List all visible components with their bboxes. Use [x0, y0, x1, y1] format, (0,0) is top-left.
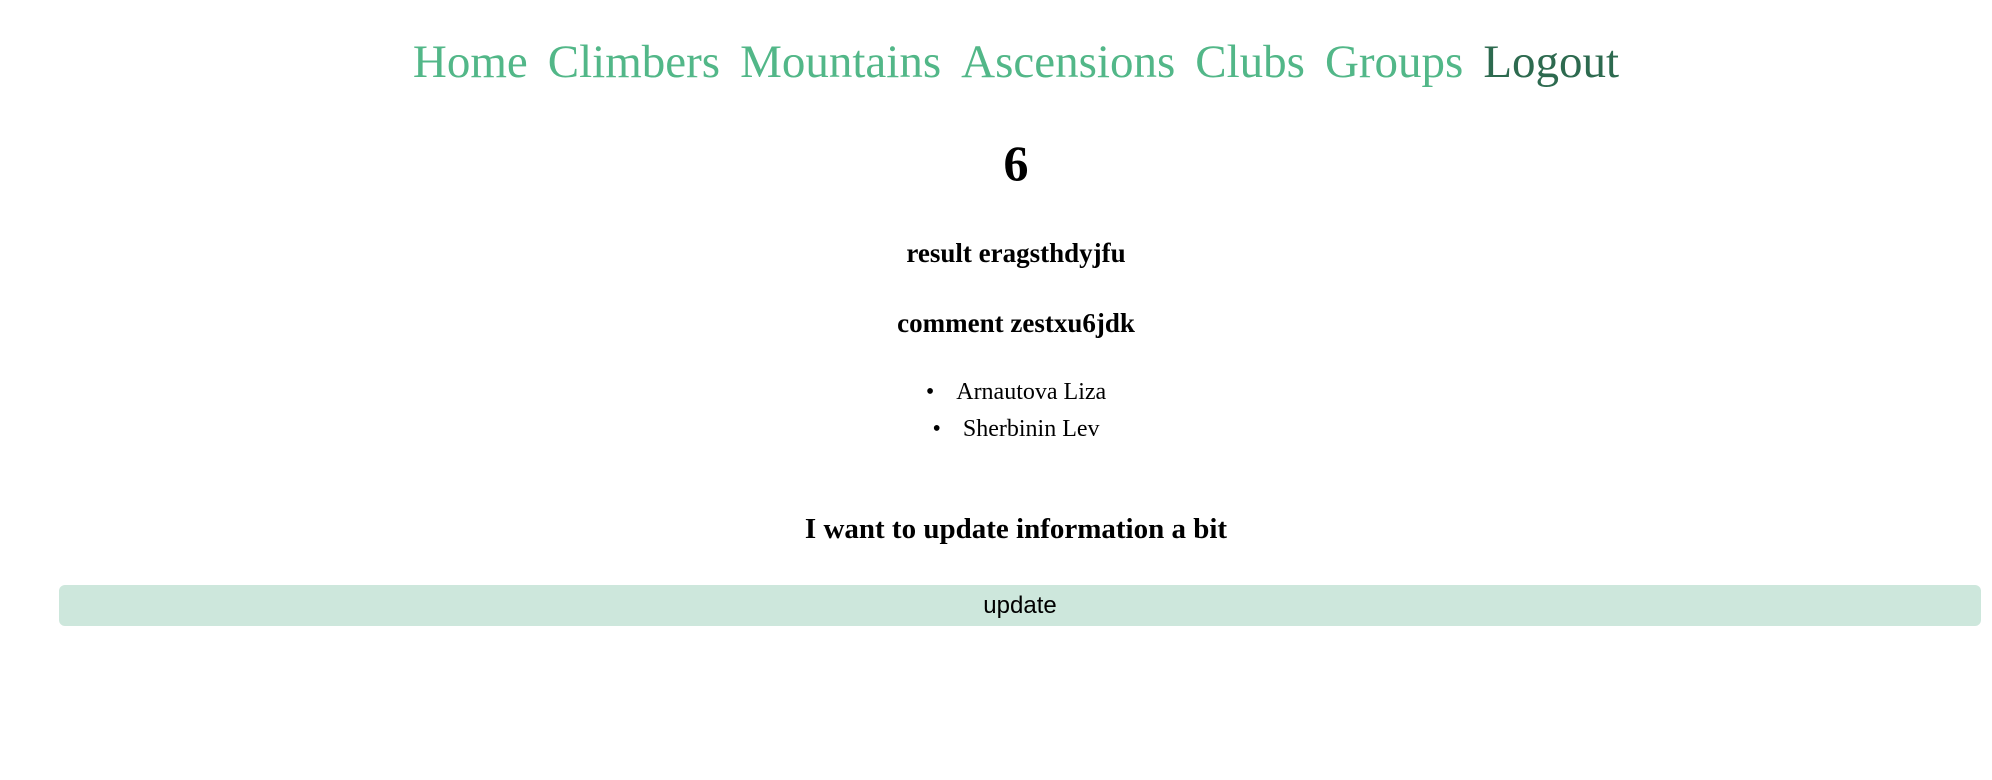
- nav-climbers-link[interactable]: Climbers: [547, 36, 721, 88]
- update-button[interactable]: update: [59, 585, 1981, 626]
- main-nav: Home Climbers Mountains Ascensions Clubs…: [0, 30, 1992, 94]
- climbers-list: Arnautova Liza Sherbinin Lev: [0, 374, 1992, 448]
- nav-clubs-link[interactable]: Clubs: [1195, 36, 1305, 88]
- nav-mountains-link[interactable]: Mountains: [740, 36, 942, 88]
- ascension-id-heading: 6: [1003, 135, 1029, 191]
- nav-logout-link[interactable]: Logout: [1483, 36, 1620, 88]
- nav-groups-link[interactable]: Groups: [1324, 36, 1464, 88]
- result-text: result eragsthdyjfu: [906, 238, 1126, 268]
- nav-home-link[interactable]: Home: [412, 36, 528, 88]
- list-item: Arnautova Liza: [0, 374, 1992, 411]
- comment-text: comment zestxu6jdk: [897, 308, 1135, 338]
- update-heading: I want to update information a bit: [804, 513, 1228, 545]
- list-item: Sherbinin Lev: [0, 411, 1992, 448]
- nav-ascensions-link[interactable]: Ascensions: [961, 36, 1176, 88]
